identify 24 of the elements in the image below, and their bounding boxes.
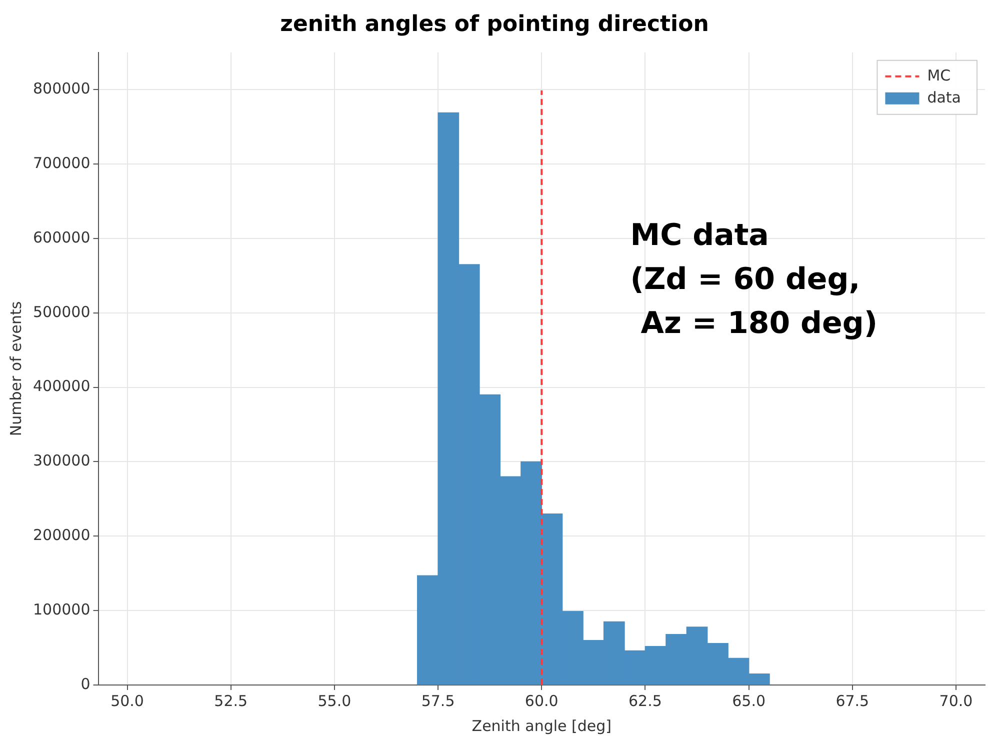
chart-title: zenith angles of pointing direction xyxy=(280,12,709,37)
x-tick-label: 50.0 xyxy=(110,692,144,710)
y-tick-label: 200000 xyxy=(32,526,90,544)
y-tick-label: 500000 xyxy=(32,302,90,321)
x-tick-label: 65.0 xyxy=(732,692,766,710)
legend-label: MC xyxy=(927,66,951,84)
y-tick-label: 600000 xyxy=(32,228,90,246)
legend-label: data xyxy=(927,88,962,106)
y-tick-label: 100000 xyxy=(32,600,90,618)
y-tick-label: 0 xyxy=(80,674,90,693)
y-tick-label: 300000 xyxy=(32,452,90,470)
x-tick-label: 52.5 xyxy=(214,692,248,710)
y-tick-label: 800000 xyxy=(32,80,90,98)
y-tick-label: 400000 xyxy=(32,377,90,396)
x-tick-label: 67.5 xyxy=(836,692,870,710)
x-tick-label: 62.5 xyxy=(628,692,662,710)
y-axis-title: Number of events xyxy=(6,301,25,436)
x-tick-label: 70.0 xyxy=(939,692,973,710)
y-tick-label: 700000 xyxy=(32,154,90,172)
x-axis-title: Zenith angle [deg] xyxy=(472,716,612,735)
x-tick-label: 60.0 xyxy=(524,692,558,710)
x-tick-label: 57.5 xyxy=(421,692,455,710)
annotation: MC data (Zd = 60 deg, Az = 180 deg) xyxy=(630,218,878,342)
x-tick-label: 55.0 xyxy=(318,692,352,710)
